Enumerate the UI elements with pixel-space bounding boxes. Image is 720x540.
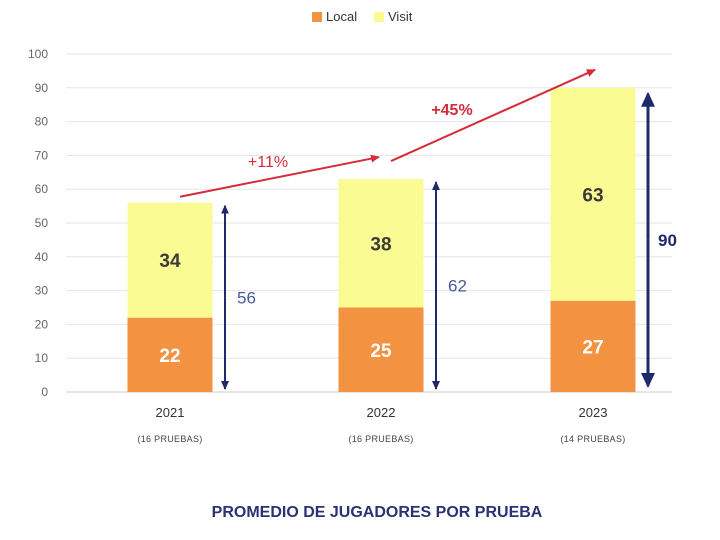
legend-label-visit: Visit (388, 9, 413, 24)
growth-arrow-2 (390, 68, 596, 162)
x-axis: 2021 (16 PRUEBAS) 2022 (16 PRUEBAS) 2023 (14 … (137, 405, 625, 444)
total-label-2021: 56 (237, 288, 256, 307)
x-tick-label-2021: 2021 (156, 405, 185, 420)
data-label-local-2021: 22 (159, 346, 180, 367)
bars: 22 34 25 38 27 63 (127, 87, 636, 392)
x-sublabel-2021: (16 PRUEBAS) (137, 434, 202, 444)
y-tick-label-50: 50 (35, 216, 49, 230)
y-tick-label-40: 40 (35, 250, 49, 264)
legend-swatch-local (312, 12, 322, 22)
data-label-local-2023: 27 (582, 337, 603, 358)
x-sublabel-2023: (14 PRUEBAS) (560, 434, 625, 444)
bar-local-2021 (127, 317, 213, 392)
y-tick-label-30: 30 (35, 284, 49, 298)
chart-title: PROMEDIO DE JUGADORES POR PRUEBA (212, 504, 543, 521)
bar-visit-2021 (127, 202, 213, 318)
y-tick-label-90: 90 (35, 81, 49, 95)
growth-arrow-1 (179, 154, 380, 198)
bar-visit-2022 (338, 179, 424, 308)
legend-swatch-visit (374, 12, 384, 22)
legend: Local Visit (312, 9, 413, 24)
y-tick-label-80: 80 (35, 115, 49, 129)
legend-label-local: Local (326, 9, 357, 24)
bar-local-2022 (338, 307, 424, 392)
y-tick-label-0: 0 (41, 385, 48, 399)
data-label-visit-2022: 38 (370, 234, 391, 255)
growth-label-1: +11% (248, 154, 288, 171)
y-tick-label-70: 70 (35, 148, 49, 162)
total-label-2022: 62 (448, 277, 467, 296)
x-tick-label-2023: 2023 (579, 405, 608, 420)
total-label-2023: 90 (658, 231, 677, 250)
data-label-visit-2023: 63 (582, 185, 603, 206)
bar-visit-2023 (550, 87, 636, 301)
y-tick-label-20: 20 (35, 317, 49, 331)
data-label-local-2022: 25 (370, 341, 392, 362)
annotations: 56 62 90 +11% +45% (179, 68, 677, 390)
growth-label-2: +45% (431, 102, 472, 119)
y-tick-label-60: 60 (35, 182, 49, 196)
x-tick-label-2022: 2022 (367, 405, 396, 420)
y-axis: 0 10 20 30 40 50 60 70 80 90 100 (28, 47, 48, 399)
bar-local-2023 (550, 300, 636, 392)
y-tick-label-10: 10 (35, 351, 49, 365)
y-tick-label-100: 100 (28, 47, 48, 61)
x-sublabel-2022: (16 PRUEBAS) (348, 434, 413, 444)
data-label-visit-2021: 34 (159, 251, 181, 272)
